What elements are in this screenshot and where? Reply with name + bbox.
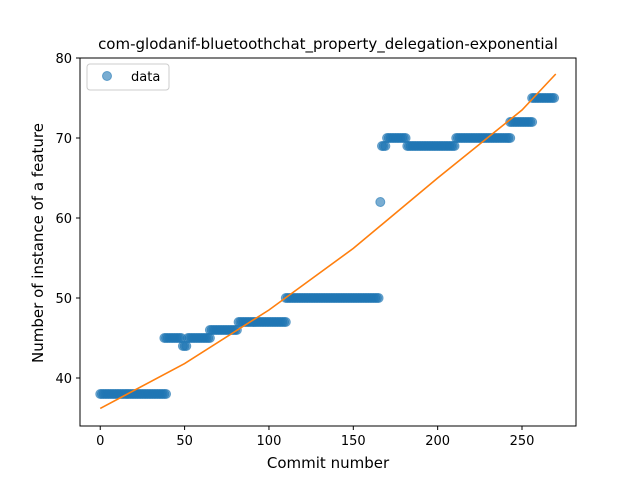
legend: data <box>86 63 170 91</box>
y-tick-label: 40 <box>55 372 72 387</box>
y-tick-label: 80 <box>55 52 72 67</box>
legend-box <box>86 63 170 91</box>
x-tick-label: 200 <box>425 434 450 449</box>
y-tick-label: 50 <box>55 292 72 307</box>
axes-frame <box>79 57 577 427</box>
data-point <box>161 389 172 399</box>
chart-title: com-glodanif-bluetoothchat_property_dele… <box>98 35 558 54</box>
data-point <box>280 317 291 327</box>
plot-area <box>95 73 560 410</box>
y-axis-label: Number of instance of a feature <box>29 123 47 363</box>
x-tick-label: 150 <box>341 434 366 449</box>
y-tick-label: 60 <box>55 212 72 227</box>
fit-line <box>99 73 557 410</box>
data-point <box>549 93 560 103</box>
data-point <box>373 293 384 303</box>
data-point <box>527 117 538 127</box>
x-tick-label: 100 <box>257 434 282 449</box>
legend-label-data: data <box>131 70 160 85</box>
data-point <box>375 197 386 207</box>
axis-ticks: 0 50 100 150 200 250 40 50 60 70 80 <box>55 52 534 449</box>
x-tick-label: 50 <box>176 434 193 449</box>
x-tick-label: 250 <box>510 434 535 449</box>
legend-marker-data <box>102 71 112 81</box>
x-tick-label: 0 <box>96 434 104 449</box>
y-tick-label: 70 <box>55 132 72 147</box>
data-point <box>505 133 516 143</box>
x-axis-label: Commit number <box>267 454 390 472</box>
